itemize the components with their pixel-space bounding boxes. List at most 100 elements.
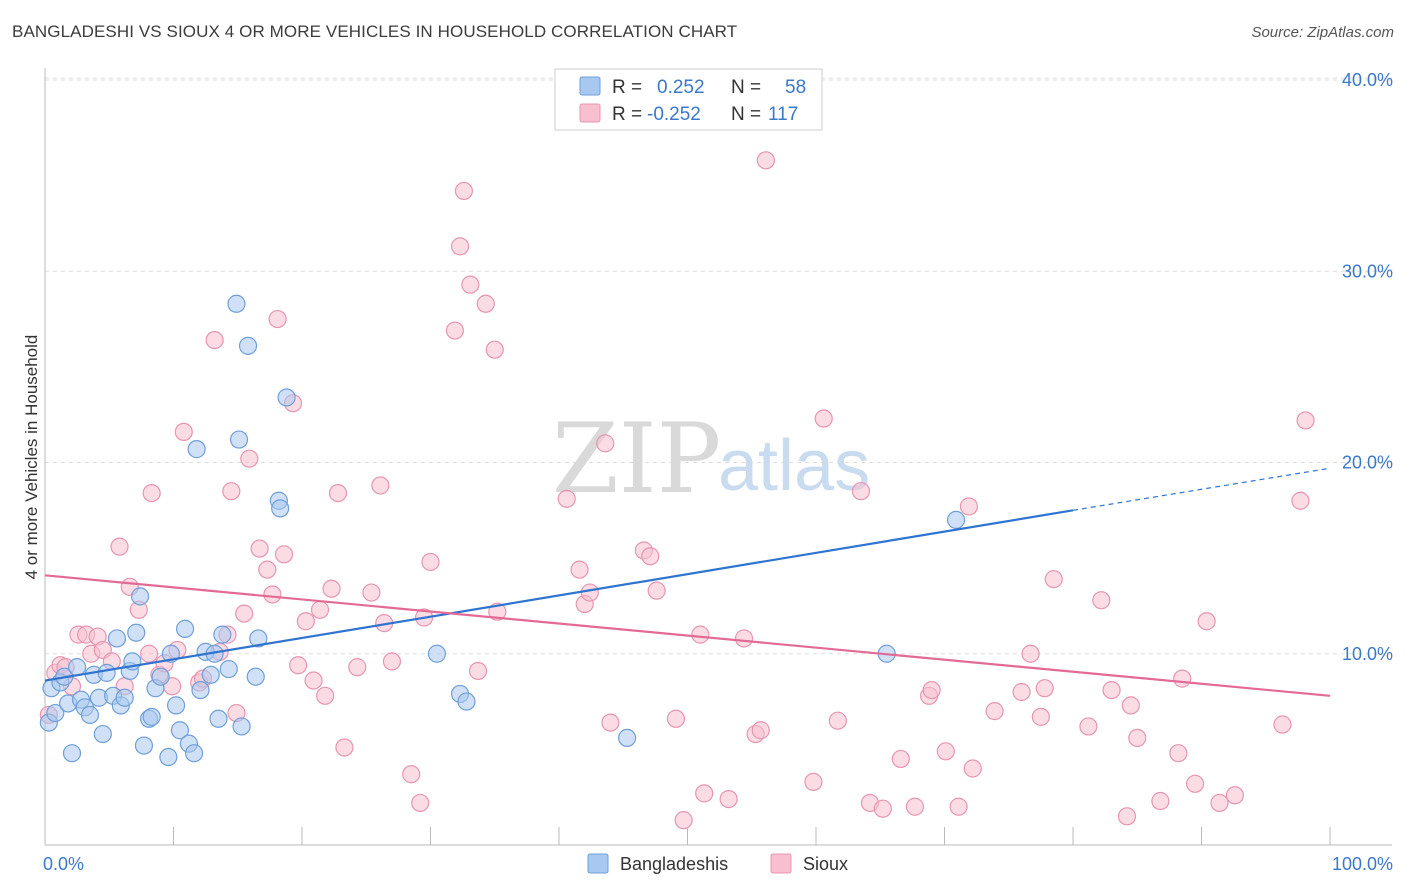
bottom-legend-pink-swatch [770,853,792,874]
sioux-point [235,604,254,623]
bangladeshi-point [238,336,258,355]
correlation-legend: R = 0.252 N = 58 R = -0.252 N = 117 [554,68,823,131]
sioux-point [1185,774,1205,793]
bottom-legend-bangladeshis: Bangladeshis [620,854,728,874]
sioux-point [382,652,402,671]
sioux-point [1128,728,1147,748]
sioux-point [873,799,892,818]
bangladeshi-point [93,724,112,744]
watermark: ZIP atlas [552,403,870,515]
series-legend: Bangladeshis Sioux [587,853,848,874]
legend-r-label-1: R = [612,77,642,98]
x-tick-label-min: 0.0% [43,854,84,874]
sioux-point [1151,791,1170,811]
legend-n-value-2: 117 [768,104,798,125]
bangladeshi-point [618,728,637,748]
sioux-point [596,434,615,453]
sioux-point [580,583,599,602]
sioux-point [1012,682,1031,702]
sioux-point [1121,696,1140,715]
sioux-point [289,656,308,675]
sioux-point [205,331,224,350]
bangladeshi-point [62,744,82,763]
chart-title: BANGLADESHI VS SIOUX 4 OR MORE VEHICLES … [12,22,738,41]
sioux-point [719,789,738,809]
sioux-point [296,612,315,631]
bangladeshi-point [115,688,134,707]
watermark-atlas: atlas [718,426,870,506]
sioux-point [1102,680,1121,700]
bangladeshi-point [80,705,100,725]
legend-n-label-2: N = [731,104,761,125]
sioux-point [557,489,576,508]
y-tick-label: 10.0% [1342,644,1393,664]
sioux-point [695,784,714,803]
bangladeshi-point [184,744,204,763]
sioux-point [274,545,294,564]
bangladeshi-point [130,587,150,606]
sioux-point [328,484,348,503]
legend-blue-swatch [579,76,601,96]
bangladeshi-point [232,717,251,736]
bangladeshi-point [246,667,265,686]
sioux-point [814,409,833,428]
sioux-point [335,738,354,757]
source-label: Source: ZipAtlas.com [1251,24,1394,41]
bangladeshi-point [229,430,249,449]
sioux-point [402,765,421,784]
sioux-point [1035,679,1054,698]
sioux-point [734,629,754,648]
sioux-point [570,560,589,579]
bangladeshi-point [219,659,238,679]
sioux-point [421,552,440,572]
sioux-points [39,151,1315,830]
sioux-point [1079,717,1098,736]
bangladeshi-point [249,629,268,648]
sioux-point [1021,644,1040,663]
sioux-point [450,237,470,256]
sioux-point [468,661,488,681]
grid-layer [45,77,1392,655]
watermark-zip: ZIP [552,403,721,515]
sioux-point [828,711,847,730]
sioux-point [362,583,381,602]
sioux-point [1031,707,1050,726]
bangladeshi-point [277,388,296,407]
bangladeshi-point [46,703,65,723]
sioux-point [751,721,770,740]
sioux-point [641,547,660,566]
bangladeshi-point [457,692,476,711]
x-tick-label-max: 100.0% [1332,854,1393,874]
trend-layer [44,467,1331,697]
sioux-point [922,680,941,700]
sioux-point [647,581,666,600]
sioux-point [985,702,1004,721]
sioux-point [905,797,925,816]
sioux-point [263,585,282,604]
sioux-point [310,600,330,619]
sioux-point [936,742,955,761]
y-tick-label: 20.0% [1342,453,1393,473]
bangladeshi-point [175,619,195,638]
bangladeshi-point [170,721,190,740]
sioux-point [250,539,269,558]
bangladeshi-point [271,499,290,518]
sioux-point [316,686,335,705]
sioux-point [445,321,465,340]
legend-pink-swatch [579,103,601,123]
bangladeshi-point [201,665,220,684]
bangladeshi-points [39,294,966,767]
y-axis-label: 4 or more Vehicles in Household [22,335,41,580]
bottom-legend-blue-swatch [587,853,609,874]
sioux-point [485,340,504,359]
sioux-point [411,793,430,813]
sioux-point [348,658,367,677]
sioux-trend-line [44,574,1331,697]
bangladeshi-point [187,440,206,459]
sioux-point [142,484,161,503]
sioux-point [949,797,968,816]
legend-n-label-1: N = [731,77,761,98]
sioux-point [110,537,129,556]
sioux-point [601,713,620,732]
